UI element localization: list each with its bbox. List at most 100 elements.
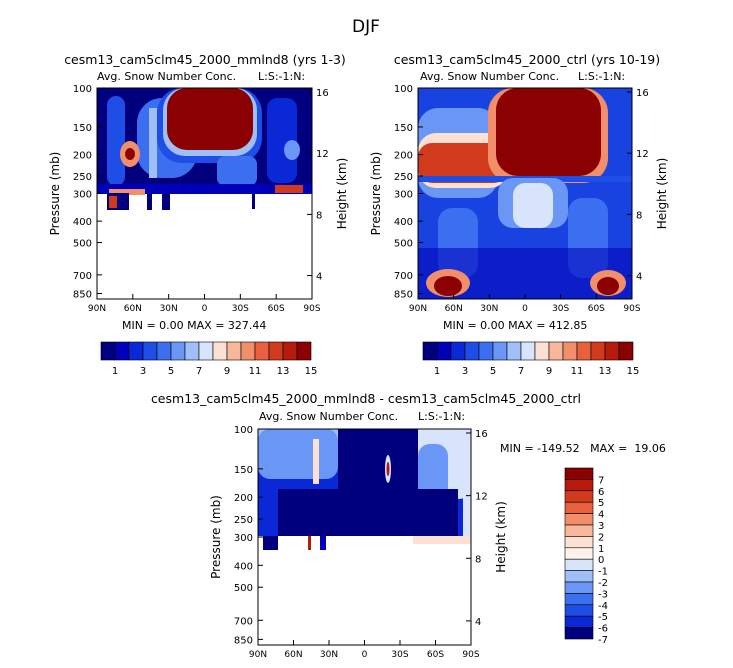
panel-1-minmax: MIN = 0.00 MAX = 327.44: [122, 319, 266, 332]
panel-3-colorbar-box: [564, 581, 594, 594]
panel-1-colorbar-box: [156, 341, 172, 361]
panel-2-ytick-label: 300: [394, 190, 413, 201]
panel-1-htick-label: 4: [316, 272, 322, 283]
panel-1-lower-strip: [109, 196, 117, 208]
panel-1-ytick-label: 700: [73, 271, 92, 282]
panel-1-colorbar-box: [226, 341, 242, 361]
panel-2: cesm13_cam5clm45_2000_ctrl (yrs 10-19) A…: [394, 52, 660, 300]
panel-2-colorbar-box: [520, 341, 536, 361]
panel-2-band: [418, 143, 508, 183]
panel-3-colorbar-label: 5: [598, 498, 604, 509]
panel-3-colorbar-box: [564, 570, 594, 583]
panel-1-colorbar-box: [142, 341, 158, 361]
panel-3-colorbar-box: [564, 547, 594, 560]
panel-1-htick-label: 12: [316, 149, 329, 160]
panel-1-ytick-label: 200: [73, 151, 92, 162]
panel-1-xtick-label: 60S: [268, 304, 285, 314]
panel-2-ytick-label: 850: [394, 290, 413, 301]
panel-1-level-tag: L:S:-1:N:: [258, 70, 305, 83]
panel-2-colorbar-label: 1: [434, 366, 440, 377]
panel-3-htick-label: 16: [475, 429, 488, 440]
panel-3-colorbar-label: -2: [598, 578, 608, 589]
panel-3-colorbar-box: [564, 615, 594, 628]
panel-3-min-region: [278, 489, 458, 536]
panel-3-subtitle: Avg. Snow Number Conc.: [259, 410, 398, 423]
panel-3-ylabel: Pressure (mb): [209, 495, 223, 579]
panel-3-colorbar-label: -3: [598, 589, 608, 600]
panel-1-colorbar-label: 3: [140, 366, 146, 377]
panel-3-colorbar-label: 4: [598, 510, 604, 521]
panel-2-colorbar-label: 15: [627, 366, 640, 377]
panel-2-xtick-label: 30N: [480, 304, 498, 314]
panel-3-plot-area: [257, 428, 472, 646]
panel-2-ytick-label: 100: [394, 84, 413, 95]
panel-1-colorbar-box: [184, 341, 200, 361]
panel-1-lower-strip: [252, 193, 255, 209]
panel-2-colorbar-box: [534, 341, 550, 361]
panel-2-hotspot: [434, 276, 462, 296]
panel-2-colorbar-box: [422, 341, 438, 361]
panel-2-colorbar-label: 3: [462, 366, 468, 377]
panel-3-level-tag: L:S:-1:N:: [418, 410, 465, 423]
panel-1-title: cesm13_cam5clm45_2000_mmlnd8 (yrs 1-3): [64, 52, 346, 67]
panel-3-colorbar-box: [564, 513, 594, 526]
panel-3-band: [463, 429, 471, 536]
panel-1-band: [217, 156, 257, 186]
panel-1-ylabel-right: Height (km): [335, 158, 349, 229]
panel-3-band: [313, 439, 319, 484]
panel-3-htick-label: 8: [475, 554, 481, 565]
panel-2-ytick-label: 250: [394, 172, 413, 183]
panel-1-colorbar-box: [296, 341, 312, 361]
panel-1-colorbar-label: 15: [305, 366, 318, 377]
panel-3-htick-label: 4: [475, 617, 481, 628]
panel-3-colorbar-label: 7: [598, 475, 604, 486]
panel-3-ytick-label: 250: [234, 515, 253, 526]
panel-1: cesm13_cam5clm45_2000_mmlnd8 (yrs 1-3) A…: [64, 52, 346, 300]
panel-3-xtick-label: 90S: [462, 650, 479, 660]
panel-3-colorbar-box: [564, 467, 594, 480]
panel-1-band: [107, 96, 125, 186]
panel-1-xtick-label: 0: [202, 304, 208, 314]
panel-3-colorbar-label: 2: [598, 532, 604, 543]
panel-3-colorbar-box: [564, 479, 594, 492]
panel-1-ytick-label: 500: [73, 239, 92, 250]
panel-1-lower-edge: [109, 189, 145, 195]
panel-2-colorbar-box: [450, 341, 466, 361]
panel-1-lower-edge: [275, 185, 303, 193]
panel-2-colorbar-box: [590, 341, 606, 361]
panel-1-band: [149, 108, 157, 178]
panel-2-colorbar-label: 5: [490, 366, 496, 377]
panel-3-ylabel-right: Height (km): [494, 501, 508, 572]
panel-3-ytick-label: 500: [234, 583, 253, 594]
panel-3-ytick-label: 700: [234, 616, 253, 627]
panel-3-colorbar-box: [564, 627, 594, 640]
panel-3-colorbar-label: -4: [598, 601, 608, 612]
panel-3-htick-label: 12: [475, 492, 488, 503]
panel-2-subtitle: Avg. Snow Number Conc.: [420, 70, 559, 83]
panel-2-band: [513, 183, 553, 228]
panel-3-band: [418, 444, 448, 499]
panel-2-ylabel-right: Height (km): [655, 158, 669, 229]
panel-1-low-edge: [97, 184, 312, 194]
panel-1-colorbar-box: [170, 341, 186, 361]
panel-2-xtick-label: 60N: [445, 304, 463, 314]
panel-2-htick-label: 12: [636, 149, 649, 160]
panel-1-colorbar-box: [114, 341, 130, 361]
panel-3-lower-strip: [320, 536, 326, 550]
panel-2-ytick-label: 150: [394, 123, 413, 134]
panel-3-xtick-label: 30S: [391, 650, 408, 660]
panel-2-htick-label: 4: [636, 272, 642, 283]
panel-3-xtick-label: 60N: [284, 650, 302, 660]
panel-1-colorbar-label: 5: [168, 366, 174, 377]
panel-2-colorbar-label: 13: [599, 366, 612, 377]
panel-2-htick-label: 8: [636, 210, 642, 221]
panel-1-htick-label: 16: [316, 88, 329, 99]
panel-3-colorbar-label: -6: [598, 624, 608, 635]
panel-2-ylabel: Pressure (mb): [369, 152, 383, 236]
panel-2-colorbar-label: 7: [518, 366, 524, 377]
panel-1-colorbar-box: [240, 341, 256, 361]
panel-3-colorbar-label: 0: [598, 555, 604, 566]
panel-2-colorbar-box: [506, 341, 522, 361]
panel-2-htick-label: 16: [636, 88, 649, 99]
panel-2-ytick-label: 700: [394, 271, 413, 282]
